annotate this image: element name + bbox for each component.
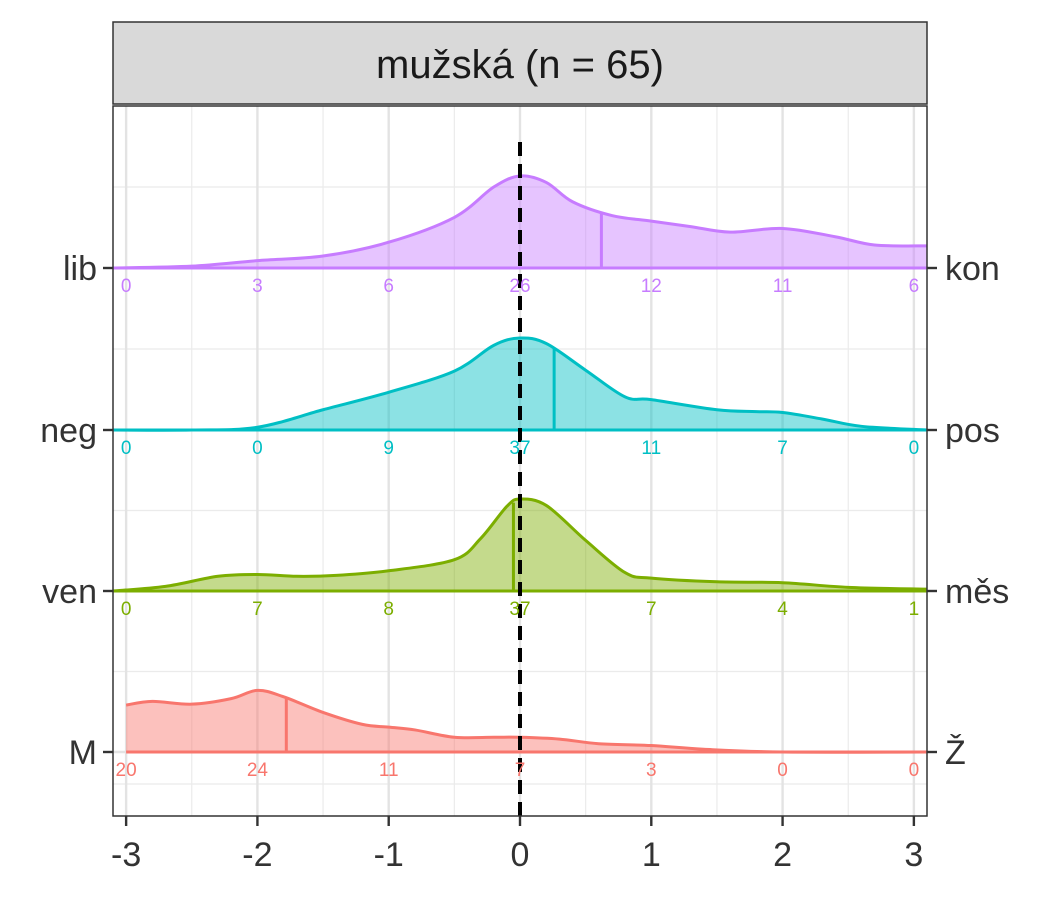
left-label-lib: lib — [63, 250, 97, 288]
panel: 0 3 6 26 12 11 6 0 0 9 37 11 7 0 0 7 8 37 7 4 1 20 24 11 7 3 0 0 — [112, 105, 928, 817]
x-tick-label: 1 — [642, 836, 661, 874]
ridge-outline — [125, 688, 928, 754]
count-label: 7 — [777, 438, 788, 459]
x-tick-label: 0 — [511, 836, 530, 874]
count-label: 8 — [383, 599, 394, 620]
count-label: 6 — [909, 276, 920, 297]
right-label-kon: kon — [945, 250, 1000, 288]
count-label: 0 — [909, 760, 920, 781]
count-label: 1 — [909, 599, 920, 620]
left-y-axis: lib neg ven M — [40, 250, 113, 772]
count-label: 24 — [247, 760, 269, 781]
left-label-M: M — [69, 734, 97, 772]
count-label: 20 — [116, 760, 137, 781]
count-label: 0 — [252, 438, 263, 459]
ridge-area — [126, 690, 928, 753]
strip-header: mužská (n = 65) — [112, 21, 928, 105]
left-label-ven: ven — [42, 573, 97, 611]
right-label-Ž: Ž — [945, 734, 966, 772]
count-label: 26 — [509, 276, 530, 297]
strip-background — [112, 21, 928, 105]
count-label: 11 — [379, 760, 399, 781]
count-label: 12 — [641, 276, 662, 297]
x-tick-label: 3 — [904, 836, 923, 874]
count-label: 7 — [646, 599, 657, 620]
right-label-pos: pos — [945, 412, 1000, 450]
count-label: 11 — [773, 276, 793, 297]
count-label: 6 — [383, 276, 394, 297]
right-label-měs: měs — [945, 573, 1009, 611]
x-tick-label: -1 — [374, 836, 404, 874]
count-label: 4 — [777, 599, 788, 620]
count-label: 37 — [509, 438, 530, 459]
right-y-axis: kon pos měs Ž — [927, 250, 1009, 772]
count-label: 0 — [121, 438, 132, 459]
count-label: 0 — [121, 599, 132, 620]
ridge-outline — [112, 336, 928, 432]
x-axis: -3 -2 -1 0 1 2 3 — [111, 816, 923, 874]
count-labels: 0 3 6 26 12 11 6 0 0 9 37 11 7 0 0 7 8 37 7 4 1 20 24 11 7 3 0 0 — [116, 276, 920, 781]
ridge-outline — [112, 497, 928, 593]
ridge-M — [125, 688, 928, 754]
count-label: 0 — [121, 276, 132, 297]
count-label: 3 — [252, 276, 263, 297]
left-label-neg: neg — [40, 412, 97, 450]
count-label: 9 — [383, 438, 394, 459]
count-label: 37 — [509, 599, 530, 620]
chart-title: mužská (n = 65) — [376, 43, 664, 87]
ridge-outline — [112, 174, 928, 270]
x-tick-label: 2 — [773, 836, 792, 874]
count-label: 7 — [515, 760, 526, 781]
count-label: 3 — [646, 760, 657, 781]
count-label: 0 — [777, 760, 788, 781]
count-label: 0 — [909, 438, 920, 459]
x-tick-label: -3 — [111, 836, 141, 874]
count-label: 11 — [641, 438, 661, 459]
x-tick-label: -2 — [242, 836, 272, 874]
count-label: 7 — [252, 599, 263, 620]
